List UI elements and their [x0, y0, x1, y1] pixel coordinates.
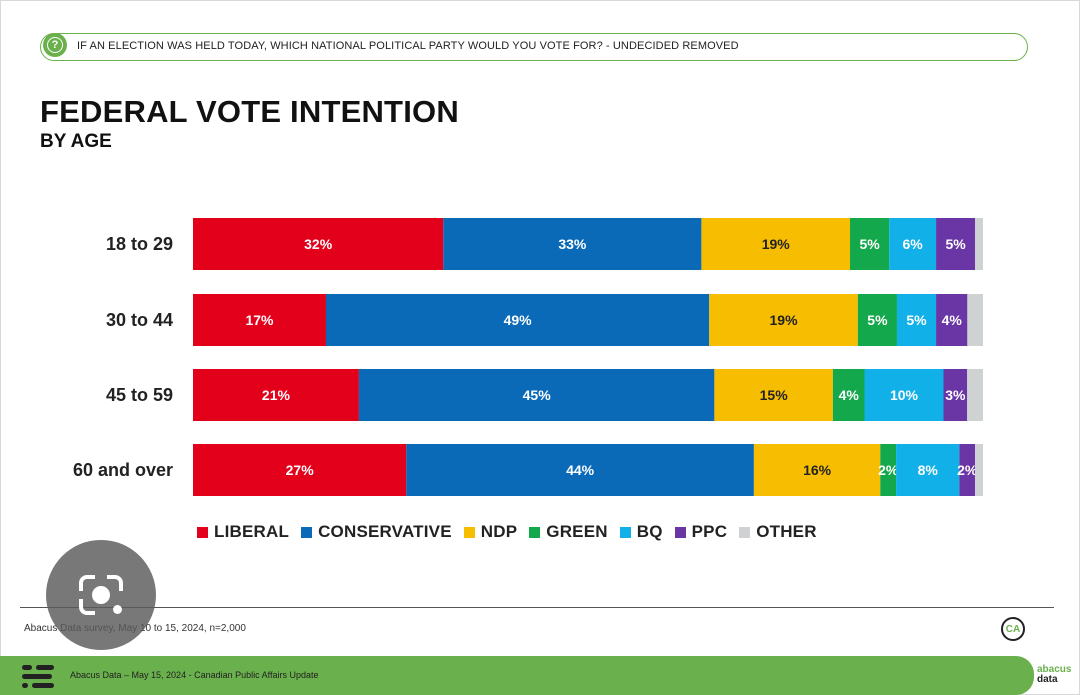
question-circle-icon: ?	[43, 33, 67, 57]
legend-swatch	[463, 526, 475, 538]
data-label: 5%	[906, 312, 927, 328]
question-banner: ? IF AN ELECTION WAS HELD TODAY, WHICH N…	[40, 33, 1028, 61]
abacus-data-logo: abacus data	[1037, 665, 1071, 685]
legend-item-ppc: PPC	[674, 522, 728, 542]
category-label: 18 to 29	[106, 234, 173, 254]
data-label: 32%	[304, 236, 333, 252]
data-label: 15%	[760, 387, 789, 403]
bar-segment-other	[967, 294, 983, 346]
data-label: 5%	[946, 236, 967, 252]
bottom-footer-bar: Abacus Data – May 15, 2024 - Canadian Pu…	[0, 656, 1034, 695]
bar-segment-bq	[864, 369, 944, 421]
bar-segment-ppc	[959, 444, 976, 496]
legend-item-liberal: LIBERAL	[197, 522, 289, 542]
bar-segment-ndp	[714, 369, 833, 421]
data-label: 45%	[523, 387, 552, 403]
legend-item-ndp: NDP	[463, 522, 518, 542]
brand-line-1: abacus	[1037, 664, 1072, 675]
legend-swatch	[301, 526, 313, 538]
category-label: 45 to 59	[106, 385, 173, 405]
bar-segment-green	[832, 369, 865, 421]
data-label: 5%	[867, 312, 888, 328]
category-label: 30 to 44	[106, 310, 173, 330]
legend-swatch	[674, 526, 686, 538]
legend-label: NDP	[480, 522, 518, 541]
google-lens-icon	[79, 575, 123, 615]
question-text: IF AN ELECTION WAS HELD TODAY, WHICH NAT…	[77, 40, 739, 52]
bar-segment-liberal	[193, 294, 326, 346]
data-label: 8%	[918, 462, 939, 478]
bar-segment-green	[850, 218, 890, 270]
legend-item-green: GREEN	[529, 522, 608, 542]
data-label: 27%	[286, 462, 315, 478]
bar-segment-liberal	[193, 444, 407, 496]
bar-segment-conservative	[443, 218, 702, 270]
data-label: 6%	[902, 236, 923, 252]
google-lens-button[interactable]	[46, 540, 156, 650]
bar-segment-green	[857, 294, 897, 346]
data-label: 49%	[504, 312, 533, 328]
data-label: 3%	[945, 387, 966, 403]
data-label: 19%	[762, 236, 791, 252]
bar-segment-other	[975, 444, 983, 496]
legend-item-other: OTHER	[739, 522, 817, 542]
bar-segment-other	[975, 218, 983, 270]
legend-label: GREEN	[546, 522, 608, 541]
bar-segment-liberal	[193, 218, 444, 270]
legend-swatch	[619, 526, 631, 538]
legend-label: OTHER	[756, 522, 817, 541]
bar-segment-ppc	[936, 218, 976, 270]
legend-item-conservative: CONSERVATIVE	[301, 522, 452, 542]
brand-line-2: data	[1037, 674, 1058, 685]
legend-item-bq: BQ	[619, 522, 663, 542]
data-label: 2%	[878, 462, 899, 478]
chart-title: FEDERAL VOTE INTENTION	[40, 94, 459, 129]
abacus-mark-icon	[22, 664, 56, 688]
chart-subtitle: BY AGE	[40, 131, 112, 152]
footer-caption: Abacus Data – May 15, 2024 - Canadian Pu…	[70, 670, 319, 680]
bar-segment-ppc	[936, 294, 968, 346]
legend-swatch	[197, 526, 208, 538]
data-label: 4%	[942, 312, 963, 328]
data-label: 33%	[558, 236, 587, 252]
question-mark-glyph: ?	[47, 37, 63, 53]
bar-segment-liberal	[193, 369, 359, 421]
chart-legend: LIBERAL CONSERVATIVE NDP GREEN BQ PPC OTHER	[197, 522, 829, 542]
data-label: 2%	[957, 462, 978, 478]
data-label: 16%	[803, 462, 832, 478]
bar-segment-other	[967, 369, 983, 421]
data-label: 44%	[566, 462, 595, 478]
bar-segment-conservative	[358, 369, 715, 421]
legend-label: BQ	[636, 522, 663, 541]
data-label: 10%	[890, 387, 919, 403]
ca-logo-text: CA	[1005, 623, 1021, 635]
bar-segment-ndp	[753, 444, 881, 496]
category-label: 60 and over	[73, 460, 173, 480]
footer-divider	[20, 607, 1054, 608]
bar-segment-bq	[896, 444, 960, 496]
bar-segment-ndp	[709, 294, 858, 346]
legend-swatch	[529, 526, 541, 538]
ca-logo-icon: CA	[1001, 617, 1025, 641]
bar-segment-bq	[896, 294, 937, 346]
legend-swatch	[739, 526, 751, 538]
bar-segment-green	[880, 444, 897, 496]
bar-segment-ndp	[701, 218, 851, 270]
data-label: 21%	[262, 387, 291, 403]
legend-label: LIBERAL	[214, 522, 290, 541]
stacked-bar-chart: 18 to 29 32% 33% 19% 5% 6% 5% 30 to 44 17% 49% 19%…	[73, 218, 983, 496]
data-label: 19%	[770, 312, 799, 328]
bar-segment-conservative	[406, 444, 754, 496]
legend-label: PPC	[691, 522, 728, 541]
bar-segment-conservative	[325, 294, 710, 346]
legend-label: CONSERVATIVE	[318, 522, 452, 541]
bar-segment-bq	[889, 218, 937, 270]
data-label: 5%	[859, 236, 880, 252]
bar-segment-ppc	[943, 369, 968, 421]
data-label: 17%	[245, 312, 274, 328]
data-label: 4%	[839, 387, 860, 403]
